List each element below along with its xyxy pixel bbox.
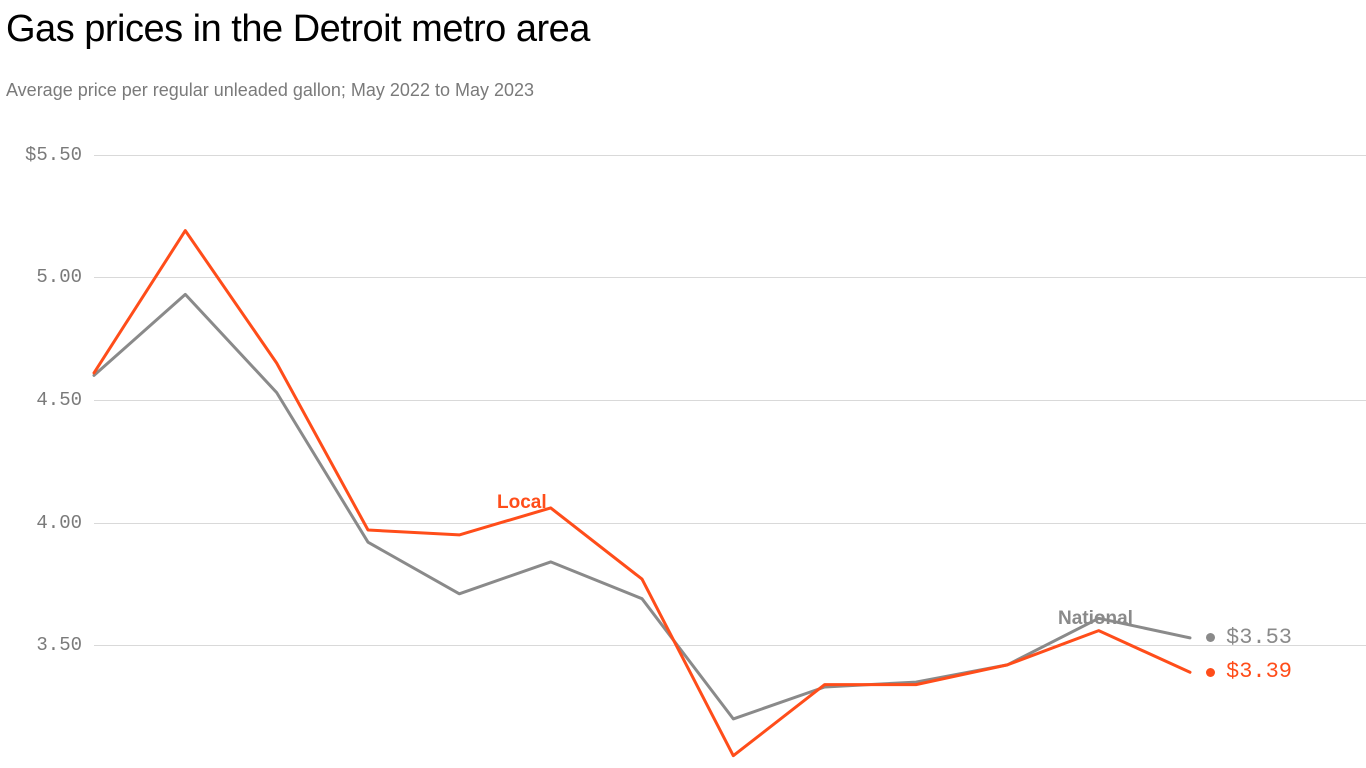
series-label-local: Local xyxy=(497,492,547,514)
chart-container: 3.504.004.505.00$5.50National$3.53Local$… xyxy=(0,130,1366,768)
series-line-national xyxy=(94,294,1190,719)
chart-subtitle: Average price per regular unleaded gallo… xyxy=(6,80,534,101)
series-label-national: National xyxy=(1058,608,1133,630)
series-line-local xyxy=(94,231,1190,756)
end-value-national: $3.53 xyxy=(1226,625,1292,650)
end-value-local: $3.39 xyxy=(1226,659,1292,684)
chart-title: Gas prices in the Detroit metro area xyxy=(6,8,590,51)
end-marker-local xyxy=(1206,668,1215,677)
chart-plot xyxy=(0,130,1366,768)
